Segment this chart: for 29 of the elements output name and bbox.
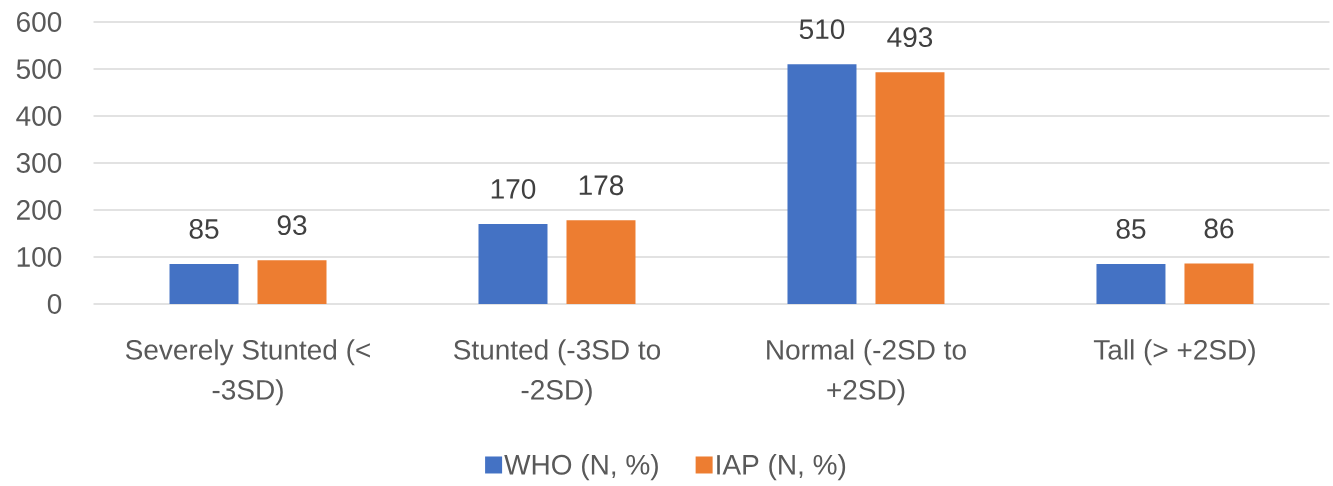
bar xyxy=(478,224,548,304)
y-tick-label: 400 xyxy=(16,106,62,126)
data-label: 170 xyxy=(491,179,536,199)
data-label: 93 xyxy=(277,215,307,236)
bar xyxy=(169,264,239,304)
x-tick-label: Stunted (-3SD to -2SD) xyxy=(453,339,661,406)
data-label: 493 xyxy=(887,27,933,48)
data-label: 85 xyxy=(189,219,219,239)
bar xyxy=(257,260,327,304)
legend-label: WHO (N, %) xyxy=(504,454,658,481)
data-label: 510 xyxy=(799,19,845,40)
y-tick-label: 300 xyxy=(16,153,62,173)
bar xyxy=(875,72,945,304)
y-tick-label: 100 xyxy=(17,247,62,267)
y-tick-label: 200 xyxy=(17,200,62,220)
bar xyxy=(566,220,636,304)
x-tick-label: Tall (> +2SD) xyxy=(1093,339,1255,366)
data-label: 85 xyxy=(1116,219,1146,239)
legend-label: IAP (N, %) xyxy=(717,454,846,481)
y-tick-label: 500 xyxy=(16,59,62,79)
y-tick-label: 0 xyxy=(47,294,62,314)
y-tick-label: 600 xyxy=(17,12,62,32)
x-tick-label: Normal (-2SD to +2SD) xyxy=(767,339,966,406)
bar xyxy=(787,64,857,304)
bar xyxy=(1096,264,1166,304)
x-tick-label: Severely Stunted (< -3SD) xyxy=(125,339,370,406)
data-label: 86 xyxy=(1204,218,1234,239)
data-label: 178 xyxy=(579,175,624,196)
bar xyxy=(1184,263,1254,304)
